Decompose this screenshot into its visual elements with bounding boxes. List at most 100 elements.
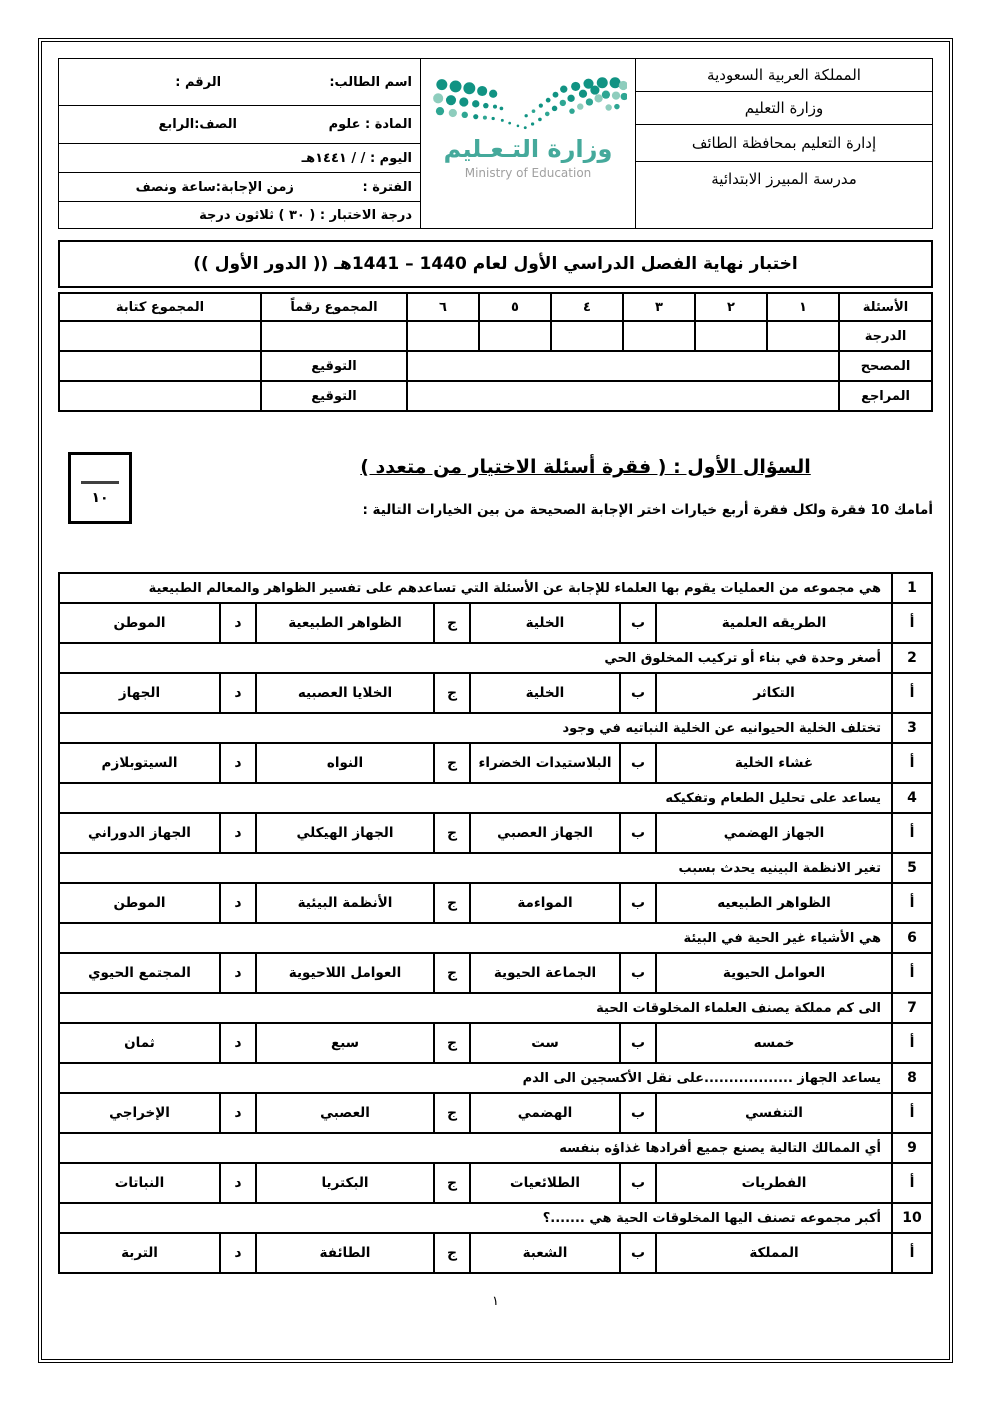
- options-row: أ التنفسي ب الهضمي ج العصبي د الإخراجي: [58, 1092, 933, 1134]
- question-col-1: ١: [766, 292, 840, 322]
- grade-cell: [766, 320, 840, 352]
- option-text: الأنظمة البيئية: [255, 882, 435, 924]
- option-letter: ب: [619, 812, 657, 854]
- option-letter: ب: [619, 1232, 657, 1274]
- option-letter: أ: [891, 1022, 933, 1064]
- option-text: الإخراجي: [58, 1092, 221, 1134]
- exam-sheet: المملكة العربية السعودية وزارة التعليم إ…: [41, 41, 950, 1360]
- option-text: البكتريا: [255, 1162, 435, 1204]
- options-row: أ خمسه ب ست ج سبع د ثمان: [58, 1022, 933, 1064]
- grading-header-row: الأسئلة ١ ٢ ٣ ٤ ٥ ٦ المجموع رقماً المجمو…: [58, 292, 933, 322]
- question-col-2: ٢: [694, 292, 768, 322]
- option-text: العصبي: [255, 1092, 435, 1134]
- question-row: 10 أكبر مجموعه تصنف اليها المخلوقات الحي…: [58, 1202, 933, 1234]
- header-table: المملكة العربية السعودية وزارة التعليم إ…: [58, 58, 933, 229]
- question-row: 7 الى كم مملكة يصنف العلماء المخلوقات ال…: [58, 992, 933, 1024]
- corrector-label: المصحح: [838, 350, 933, 382]
- question-number: 3: [891, 712, 933, 744]
- option-text: الشعبة: [469, 1232, 621, 1274]
- logo-wordmark-ar: وزارة التـعـليم: [443, 135, 614, 163]
- reviewer-label: المراجع: [838, 380, 933, 412]
- option-letter: ج: [433, 812, 471, 854]
- option-letter: د: [219, 742, 257, 784]
- option-text: المملكة: [655, 1232, 893, 1274]
- option-text: الموطن: [58, 602, 221, 644]
- option-text: التربة: [58, 1232, 221, 1274]
- option-letter: د: [219, 672, 257, 714]
- questions-label: الأسئلة: [838, 292, 933, 322]
- option-letter: أ: [891, 1162, 933, 1204]
- exam-score-label: درجة الاختبار : ( ٣٠ ) ثلاثون درجة: [199, 207, 412, 223]
- question-text: تغير الانظمة البينيه يحدث بسبب: [58, 852, 893, 884]
- option-text: الموطن: [58, 882, 221, 924]
- option-text: الجماعة الحيوية: [469, 952, 621, 994]
- option-letter: ب: [619, 882, 657, 924]
- options-row: أ غشاء الخلية ب البلاستيدات الخضراء ج ال…: [58, 742, 933, 784]
- question-row: 5 تغير الانظمة البينيه يحدث بسبب: [58, 852, 933, 884]
- education-admin: إدارة التعليم بمحافظة الطائف: [636, 125, 932, 162]
- grading-table: الأسئلة ١ ٢ ٣ ٤ ٥ ٦ المجموع رقماً المجمو…: [58, 292, 933, 412]
- option-letter: د: [219, 952, 257, 994]
- option-text: المجتمع الحيوي: [58, 952, 221, 994]
- option-text: خمسه: [655, 1022, 893, 1064]
- grade-cell: [550, 320, 624, 352]
- student-name-row: اسم الطالب: الرقم :: [59, 59, 420, 106]
- question-number: 6: [891, 922, 933, 954]
- option-letter: أ: [891, 742, 933, 784]
- student-name-label: اسم الطالب:: [329, 74, 412, 90]
- question-row: 4 يساعد على تحليل الطعام وتفكيكه: [58, 782, 933, 814]
- options-row: أ العوامل الحيوية ب الجماعة الحيوية ج ال…: [58, 952, 933, 994]
- score-out-of: ١٠: [91, 490, 109, 506]
- question-score-box: ١٠: [68, 452, 132, 524]
- option-text: النواه: [255, 742, 435, 784]
- option-text: سبع: [255, 1022, 435, 1064]
- option-letter: أ: [891, 672, 933, 714]
- reviewer-signature-cell: [58, 380, 262, 412]
- total-numeric-cell: [260, 320, 408, 352]
- exam-score-row: درجة الاختبار : ( ٣٠ ) ثلاثون درجة: [59, 202, 420, 228]
- question-text: يساعد على تحليل الطعام وتفكيكه: [58, 782, 893, 814]
- option-letter: د: [219, 812, 257, 854]
- option-text: الجهاز الهيكلي: [255, 812, 435, 854]
- ministry-info-column: المملكة العربية السعودية وزارة التعليم إ…: [636, 59, 932, 228]
- option-text: الخلية: [469, 602, 621, 644]
- option-text: الخلايا العصبيه: [255, 672, 435, 714]
- question-number: 9: [891, 1132, 933, 1164]
- day-row: اليوم : / / ١٤٤١هـ: [59, 144, 420, 173]
- reviewer-name-cell: [406, 380, 840, 412]
- grade-row: الدرجة: [58, 320, 933, 352]
- options-row: أ الجهاز الهضمي ب الجهاز العصبي ج الجهاز…: [58, 812, 933, 854]
- logo-wordmark-en: Ministry of Education: [464, 166, 592, 180]
- option-text: الجهاز الدوراني: [58, 812, 221, 854]
- total-written-label: المجموع كتابة: [58, 292, 262, 322]
- option-text: غشاء الخلية: [655, 742, 893, 784]
- question-text: هي الأشياء غير الحية في البيئة: [58, 922, 893, 954]
- question-number: 1: [891, 572, 933, 604]
- option-text: الطريقه العلمية: [655, 602, 893, 644]
- question-text: يساعد الجهاز ..................على نقل ا…: [58, 1062, 893, 1094]
- signature-label: التوقيع: [260, 350, 408, 382]
- option-letter: ج: [433, 1022, 471, 1064]
- option-letter: ب: [619, 742, 657, 784]
- option-text: المواءمة: [469, 882, 621, 924]
- option-text: النباتات: [58, 1162, 221, 1204]
- day-label: اليوم : / / ١٤٤١هـ: [301, 150, 412, 166]
- option-letter: ج: [433, 882, 471, 924]
- student-number-label: الرقم :: [175, 74, 222, 90]
- ministry-logo-dots-icon: [433, 77, 627, 130]
- class-label: الصف:الرابع: [158, 117, 238, 132]
- question-text: هي مجموعه من العمليات يقوم بها العلماء ل…: [58, 572, 893, 604]
- question-row: 8 يساعد الجهاز ..................على نقل…: [58, 1062, 933, 1094]
- corrector-name-cell: [406, 350, 840, 382]
- answer-time-label: زمن الإجابة:ساعة ونصف: [135, 179, 294, 195]
- option-letter: ج: [433, 742, 471, 784]
- student-info-column: اسم الطالب: الرقم : المادة : علوم الصف:ا…: [59, 59, 420, 228]
- option-text: ست: [469, 1022, 621, 1064]
- question-number: 8: [891, 1062, 933, 1094]
- section-one-header: ١٠ السؤال الأول : ( فقرة أسئلة الاختيار …: [58, 452, 933, 556]
- grade-cell: [622, 320, 696, 352]
- period-row: الفترة : زمن الإجابة:ساعة ونصف: [59, 173, 420, 202]
- school-name: مدرسة المبيرز الابتدائية: [711, 170, 857, 188]
- question-text: أي الممالك التالية يصنع جميع أفرادها غذا…: [58, 1132, 893, 1164]
- page-number: ١: [492, 1294, 499, 1309]
